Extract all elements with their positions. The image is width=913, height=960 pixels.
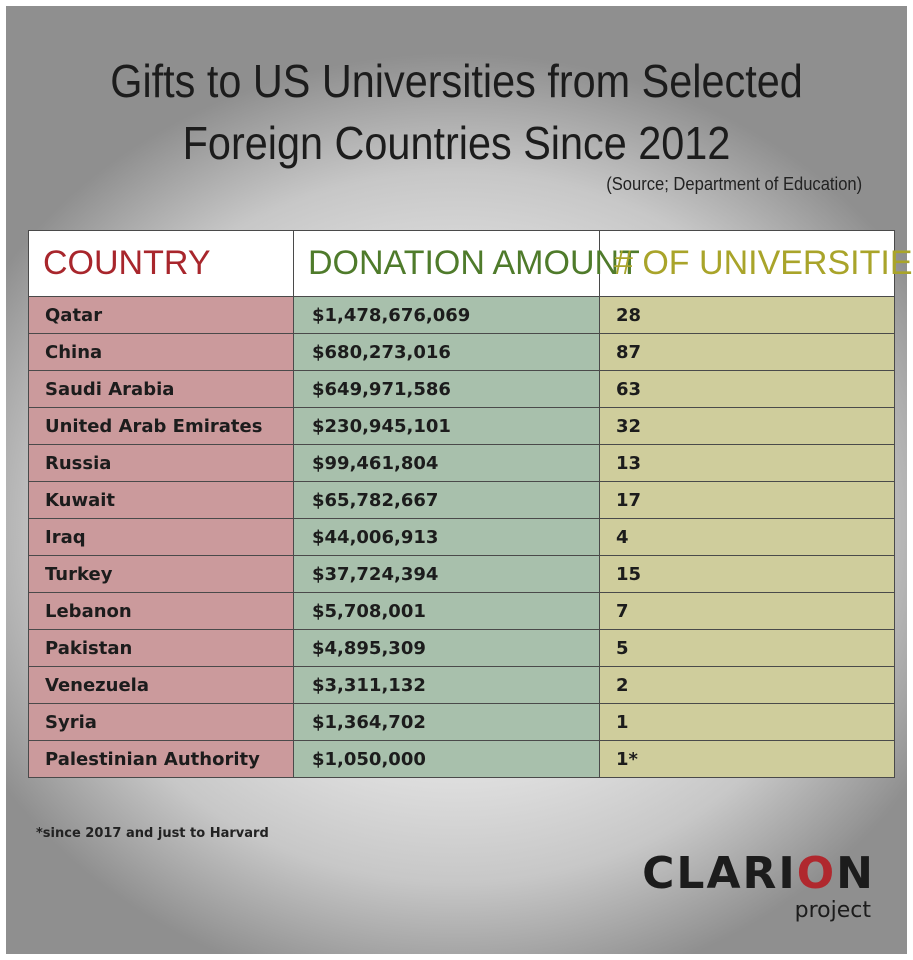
country-cell: United Arab Emirates — [28, 407, 294, 445]
universities-cell: 5 — [599, 629, 895, 667]
amount-cell: $1,478,676,069 — [293, 296, 600, 334]
table-row: Pakistan $4,895,309 5 — [28, 629, 895, 667]
country-cell: Palestinian Authority — [28, 740, 294, 778]
table-header-row: COUNTRY DONATION AMOUNT # OF UNIVERSITIE… — [28, 230, 913, 297]
universities-cell: 28 — [599, 296, 895, 334]
amount-cell: $230,945,101 — [293, 407, 600, 445]
table-row: Russia $99,461,804 13 — [28, 444, 895, 482]
table-row: United Arab Emirates $230,945,101 32 — [28, 407, 895, 445]
table-row: Lebanon $5,708,001 7 — [28, 592, 895, 630]
country-cell: Kuwait — [28, 481, 294, 519]
logo-text-start: CLARI — [642, 848, 797, 899]
logo-subtext: project — [794, 898, 871, 923]
logo-text-end: N — [836, 848, 875, 899]
universities-cell: 32 — [599, 407, 895, 445]
universities-cell: 2 — [599, 666, 895, 704]
universities-column-header: # OF UNIVERSITIES — [599, 230, 913, 297]
amount-cell: $4,895,309 — [293, 629, 600, 667]
universities-cell: 13 — [599, 444, 895, 482]
country-cell: Saudi Arabia — [28, 370, 294, 408]
table-row: Kuwait $65,782,667 17 — [28, 481, 895, 519]
table-row: China $680,273,016 87 — [28, 333, 895, 371]
table-row: Palestinian Authority $1,050,000 1* — [28, 740, 895, 778]
amount-cell: $99,461,804 — [293, 444, 600, 482]
donations-table: COUNTRY DONATION AMOUNT # OF UNIVERSITIE… — [28, 230, 913, 778]
table-row: Venezuela $3,311,132 2 — [28, 666, 895, 704]
country-column-header: COUNTRY — [28, 230, 294, 297]
amount-cell: $1,050,000 — [293, 740, 600, 778]
table-row: Syria $1,364,702 1 — [28, 703, 895, 741]
country-cell: Russia — [28, 444, 294, 482]
footnote: *since 2017 and just to Harvard — [36, 826, 269, 841]
amount-cell: $3,311,132 — [293, 666, 600, 704]
clarion-project-logo: CLARION project — [642, 848, 875, 922]
amount-cell: $649,971,586 — [293, 370, 600, 408]
table-row: Turkey $37,724,394 15 — [28, 555, 895, 593]
country-cell: Iraq — [28, 518, 294, 556]
amount-cell: $44,006,913 — [293, 518, 600, 556]
country-cell: Qatar — [28, 296, 294, 334]
universities-cell: 7 — [599, 592, 895, 630]
amount-column-header: DONATION AMOUNT — [293, 230, 640, 297]
logo-o-icon: O — [796, 848, 837, 899]
logo-wordmark: CLARION — [642, 848, 875, 900]
country-cell: China — [28, 333, 294, 371]
table-row: Iraq $44,006,913 4 — [28, 518, 895, 556]
table-row: Qatar $1,478,676,069 28 — [28, 296, 895, 334]
universities-cell: 1 — [599, 703, 895, 741]
country-cell: Pakistan — [28, 629, 294, 667]
universities-cell: 4 — [599, 518, 895, 556]
universities-cell: 1* — [599, 740, 895, 778]
country-cell: Syria — [28, 703, 294, 741]
table-row: Saudi Arabia $649,971,586 63 — [28, 370, 895, 408]
amount-cell: $5,708,001 — [293, 592, 600, 630]
universities-cell: 63 — [599, 370, 895, 408]
country-cell: Lebanon — [28, 592, 294, 630]
title-line-2: Foreign Countries Since 2012 — [182, 117, 731, 169]
title-line-1: Gifts to US Universities from Selected — [110, 55, 803, 107]
source-note: (Source; Department of Education) — [606, 174, 862, 194]
amount-cell: $65,782,667 — [293, 481, 600, 519]
table-body: Qatar $1,478,676,069 28 China $680,273,016 87… — [28, 296, 895, 778]
universities-cell: 15 — [599, 555, 895, 593]
universities-cell: 87 — [599, 333, 895, 371]
country-cell: Turkey — [28, 555, 294, 593]
universities-cell: 17 — [599, 481, 895, 519]
amount-cell: $680,273,016 — [293, 333, 600, 371]
country-cell: Venezuela — [28, 666, 294, 704]
page-title: Gifts to US Universities from Selected F… — [51, 50, 862, 174]
amount-cell: $37,724,394 — [293, 555, 600, 593]
amount-cell: $1,364,702 — [293, 703, 600, 741]
